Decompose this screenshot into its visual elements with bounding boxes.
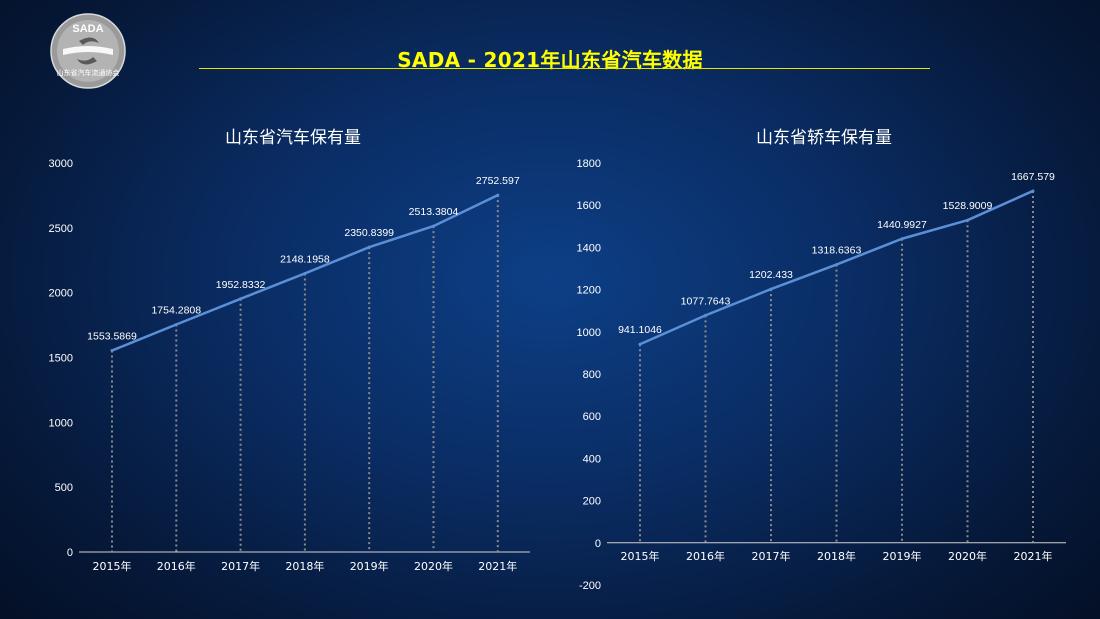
chart1-data-point [432, 224, 435, 228]
chart1-data-label: 2513.3804 [409, 206, 459, 218]
chart1-x-tick: 2020年 [414, 559, 453, 573]
chart2-x-tick: 2019年 [883, 549, 922, 563]
chart1-x-tick: 2018年 [285, 559, 324, 573]
title-underline [199, 68, 930, 69]
chart2-data-point [638, 342, 642, 346]
chart2-data-point [835, 263, 838, 267]
chart2-y-tick: 600 [583, 411, 601, 423]
chart1-data-label: 2350.8399 [344, 227, 394, 239]
logo-text-bottom: 山东省汽车流通协会 [57, 68, 120, 77]
chart2-data-label: 1528.9009 [943, 200, 993, 212]
chart2-y-tick: 1800 [577, 158, 601, 170]
chart1-y-tick: 3000 [49, 158, 73, 170]
chart1-y-tick: 2000 [49, 288, 73, 300]
chart2-y-tick: 1600 [577, 200, 601, 212]
chart2-x-tick: 2020年 [948, 549, 987, 563]
chart2-data-point [1031, 189, 1035, 193]
chart2-x-tick: 2021年 [1014, 549, 1053, 563]
chart2-y-tick: 800 [583, 369, 601, 381]
chart1-y-tick: 500 [55, 482, 73, 494]
chart1-data-label: 1754.2808 [151, 305, 201, 317]
chart1-title: 山东省汽车保有量 [225, 128, 361, 148]
chart2-y-tick: 1000 [577, 327, 601, 339]
chart2-data-label: 1077.7643 [681, 295, 731, 307]
chart1-x-tick: 2017年 [221, 559, 260, 573]
logo-text-top: SADA [72, 23, 103, 35]
chart1-y-tick: 0 [67, 547, 73, 559]
chart1-data-label: 1952.8332 [216, 279, 266, 291]
chart1-data-point [110, 349, 114, 353]
chart2-data-label: 1318.6363 [812, 245, 862, 257]
chart2-x-tick: 2017年 [752, 549, 791, 563]
chart2-x-tick: 2018年 [817, 549, 856, 563]
chart2-y-tick: 400 [583, 453, 601, 465]
chart2-y-tick: 1200 [577, 285, 601, 297]
chart2-y-tick: -200 [579, 580, 601, 592]
chart1-data-point [174, 323, 178, 327]
chart2-x-tick: 2016年 [686, 549, 725, 563]
chart2-data-point [966, 218, 969, 222]
chart2-x-tick: 2015年 [621, 549, 660, 563]
chart1-y-tick: 1500 [49, 353, 73, 365]
chart2-title: 山东省轿车保有量 [756, 128, 892, 148]
chart1-data-label: 1553.5869 [87, 331, 137, 343]
chart1-x-tick: 2016年 [157, 559, 196, 573]
chart2-y-tick: 200 [583, 496, 601, 508]
chart2-data-label: 1440.9927 [877, 219, 927, 231]
chart2-data-label: 1667.579 [1011, 171, 1055, 183]
chart1-data-point [496, 193, 500, 197]
chart1-data-label: 2752.597 [476, 175, 520, 187]
chart2-data-point [769, 287, 773, 291]
sada-logo-icon: SADA 山东省汽车流通协会 [50, 13, 126, 89]
chart1-y-tick: 2500 [49, 223, 73, 235]
chart1-y-tick: 1000 [49, 417, 73, 429]
chart1-x-tick: 2019年 [350, 559, 389, 573]
chart1-data-point [367, 245, 371, 249]
chart1-data-point [303, 271, 307, 275]
chart1-x-tick: 2015年 [93, 559, 132, 573]
chart1-data-label: 2148.1958 [280, 253, 330, 265]
chart2-y-tick: 1400 [577, 242, 601, 254]
chart2-data-point [900, 237, 904, 241]
chart2-data-label: 1202.433 [749, 269, 793, 281]
chart1-data-point [239, 297, 243, 301]
chart2-data-label: 941.1046 [618, 324, 662, 336]
chart2-data-point [704, 313, 707, 317]
chart2-y-tick: 0 [595, 538, 601, 550]
chart1-x-tick: 2021年 [478, 559, 517, 573]
